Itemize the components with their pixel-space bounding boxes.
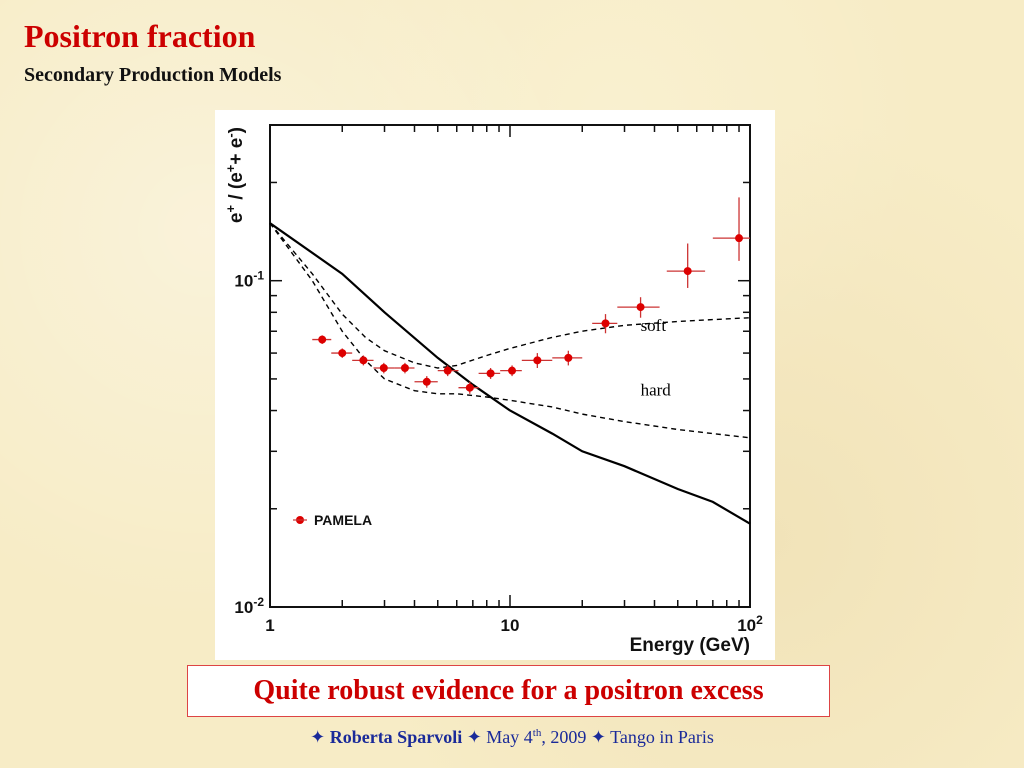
slide-title: Positron fraction [24, 18, 256, 54]
data-point [735, 234, 744, 243]
plot-frame [269, 124, 751, 608]
curve-soft [269, 222, 751, 369]
axis-ticks [269, 124, 750, 608]
footer-date: May 4th, 2009 [486, 727, 586, 747]
data-point [601, 319, 610, 328]
conclusion-callout: Quite robust evidence for a positron exc… [187, 665, 830, 717]
data-point [400, 364, 409, 373]
data-point [564, 353, 573, 362]
curve-hard [269, 222, 751, 439]
data-point [338, 349, 347, 358]
footer-author: Roberta Sparvoli [329, 727, 463, 747]
data-point [533, 356, 542, 365]
x-tick-label: 10 [501, 616, 520, 635]
data-point [359, 356, 368, 365]
y-tick-label: 10-1 [234, 269, 264, 291]
data-point [636, 303, 645, 312]
data-point [465, 383, 474, 392]
y-axis-label: e+ / (e++ e-) [223, 127, 247, 223]
star-icon: ✦ [310, 727, 326, 747]
slide-footer: ✦ Roberta Sparvoli ✦ May 4th, 2009 ✦ Tan… [0, 727, 1024, 748]
footer-date-sup: th [532, 727, 542, 739]
data-point [683, 267, 692, 276]
model-curves [269, 222, 751, 525]
footer-event: Tango in Paris [610, 727, 714, 747]
data-point [379, 364, 388, 373]
data-point [508, 366, 517, 375]
curve-solid [269, 222, 751, 525]
star-icon: ✦ [466, 727, 482, 747]
curve-label-soft: soft [641, 316, 667, 335]
slide-subtitle: Secondary Production Models [24, 64, 282, 86]
pamela-points [312, 197, 750, 394]
legend-label: PAMELA [314, 512, 372, 528]
data-point [422, 377, 431, 386]
x-axis-label: Energy (GeV) [630, 635, 750, 656]
curve-label-hard: hard [641, 380, 672, 399]
plot-border [269, 124, 751, 608]
data-point [318, 335, 327, 344]
x-tick-label: 102 [737, 613, 763, 635]
chart-svg: 1 10 102 10-2 10-1 Energy (GeV) e+ / (e++ e-) s… [223, 124, 763, 656]
footer-date-rest: , 2009 [541, 727, 587, 747]
data-point [443, 366, 452, 375]
y-tick-label: 10-2 [234, 595, 264, 617]
footer-date-main: May 4 [486, 727, 533, 747]
star-icon: ✦ [590, 727, 606, 747]
data-point [486, 369, 495, 378]
positron-fraction-chart: 1 10 102 10-2 10-1 Energy (GeV) e+ / (e++ e-) s… [215, 110, 775, 660]
x-tick-label: 1 [265, 616, 274, 635]
chart-text: 1 10 102 10-2 10-1 Energy (GeV) e+ / (e++ e-) s… [223, 127, 763, 656]
